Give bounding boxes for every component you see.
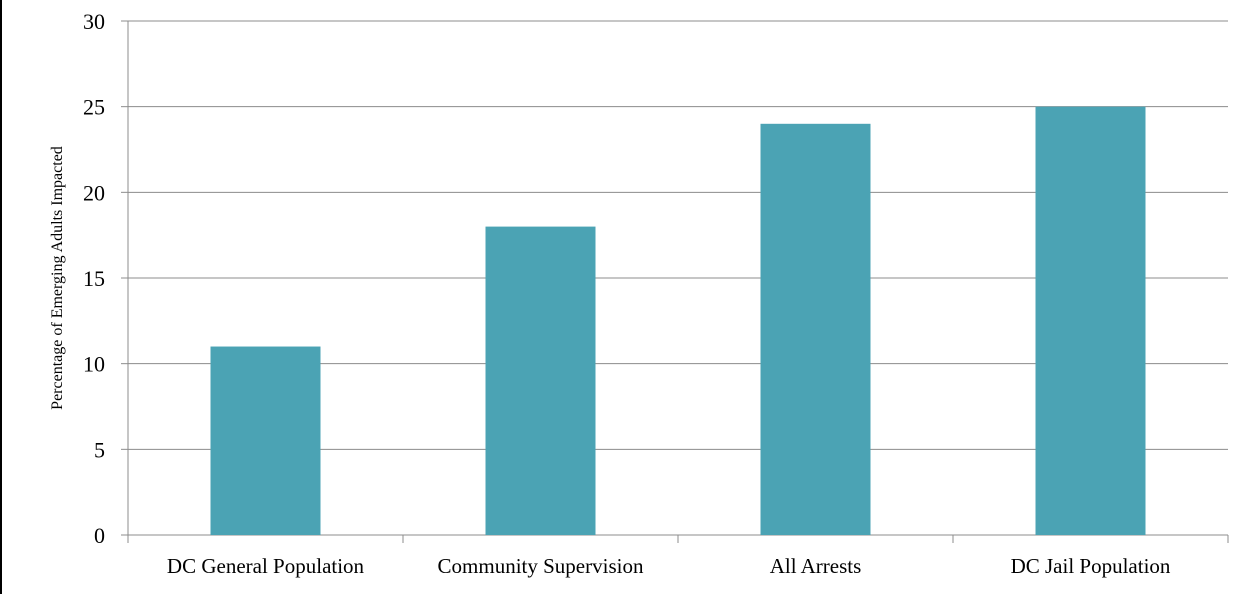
x-tick-label: All Arrests	[770, 554, 862, 578]
bar	[1035, 106, 1146, 536]
y-tick-labels: 0 5 10 15 20 25 30	[83, 9, 105, 548]
bars	[210, 106, 1146, 536]
x-tick-label: Community Supervision	[438, 554, 644, 578]
x-tick-label: DC General Population	[167, 554, 365, 578]
bar	[210, 346, 321, 535]
bar	[760, 123, 871, 536]
y-axis-label: Percentage of Emerging Adults Impacted	[49, 146, 66, 410]
y-tick-label: 30	[83, 9, 105, 34]
y-tick-label: 15	[83, 266, 105, 291]
left-border	[0, 0, 2, 594]
y-tick-label: 5	[94, 437, 105, 462]
y-tick-label: 10	[83, 352, 105, 377]
x-tick-labels: DC General Population Community Supervisi…	[167, 554, 1171, 578]
y-tick-label: 25	[83, 95, 105, 120]
bar	[485, 226, 596, 535]
y-tick-label: 20	[83, 180, 105, 205]
y-tick-label: 0	[94, 523, 105, 548]
x-tick-label: DC Jail Population	[1011, 554, 1171, 578]
